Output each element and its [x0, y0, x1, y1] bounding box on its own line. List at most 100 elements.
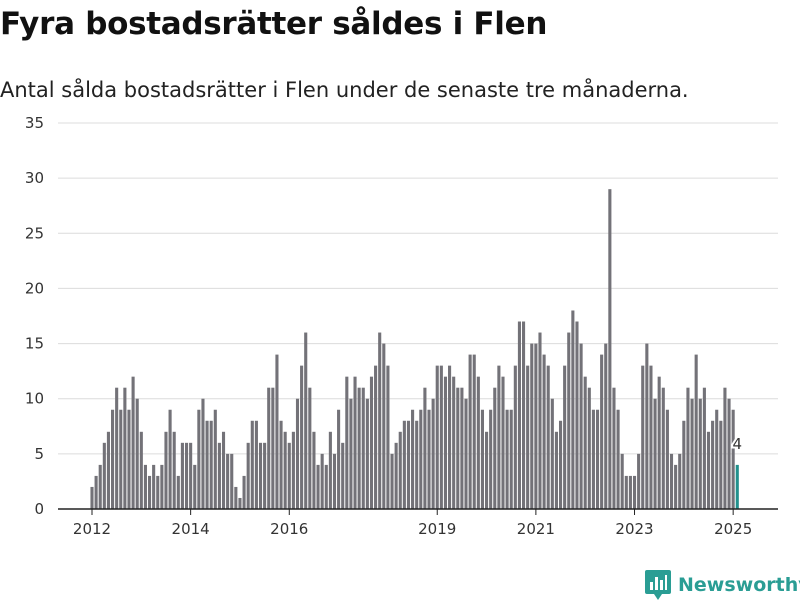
bar — [111, 409, 115, 509]
bar — [431, 398, 435, 509]
bar — [657, 376, 661, 509]
bar — [645, 343, 649, 509]
bar — [448, 365, 452, 509]
bar — [402, 420, 406, 509]
bar — [513, 365, 517, 509]
bar — [295, 398, 300, 509]
bar — [497, 365, 501, 509]
bar — [258, 442, 263, 509]
bar — [661, 387, 665, 509]
bar — [189, 442, 193, 509]
bar — [324, 464, 328, 509]
bars — [90, 189, 739, 510]
bar — [505, 409, 509, 509]
bar — [221, 431, 226, 509]
bar — [468, 354, 472, 509]
y-tick-label: 10 — [25, 390, 44, 408]
bar — [715, 409, 719, 509]
x-tick-label: 2025 — [714, 520, 752, 538]
bar — [702, 387, 706, 509]
bar — [234, 486, 238, 509]
bar — [160, 464, 164, 509]
brand-name: Newsworthy — [678, 574, 800, 596]
bar — [226, 453, 230, 509]
bar — [443, 376, 448, 509]
bar — [291, 431, 295, 509]
bar — [558, 420, 563, 509]
bar — [304, 332, 308, 509]
bar — [156, 475, 160, 509]
bar — [254, 420, 258, 509]
bar — [571, 310, 575, 509]
x-tick-label: 2019 — [418, 520, 456, 538]
bar — [390, 453, 394, 509]
bar — [205, 420, 209, 509]
bar — [731, 409, 735, 509]
y-axis-ticks: 0 5 10 15 20 25 30 35 — [25, 114, 44, 518]
bar — [620, 453, 624, 509]
bar — [727, 398, 731, 509]
bar — [452, 376, 456, 509]
bar — [152, 464, 156, 509]
bar — [595, 409, 600, 509]
bar — [641, 365, 645, 509]
bar — [143, 464, 147, 509]
bar — [123, 387, 127, 509]
bar — [723, 387, 727, 509]
bar — [242, 475, 246, 509]
bar — [480, 409, 484, 509]
bar — [349, 398, 353, 509]
bar — [542, 354, 546, 509]
bar — [538, 332, 542, 509]
bar — [106, 431, 110, 509]
bar — [411, 409, 415, 509]
newsworthy-logo-icon — [645, 570, 671, 600]
bar — [604, 343, 608, 509]
bar — [369, 376, 374, 509]
bar — [287, 442, 291, 509]
bar — [460, 387, 464, 509]
bar — [250, 420, 254, 509]
bar — [669, 453, 674, 509]
bar — [263, 442, 267, 509]
bar — [591, 409, 595, 509]
chart-subtitle: Antal sålda bostadsrätter i Flen under d… — [0, 78, 689, 102]
bar — [357, 387, 361, 509]
bar — [489, 409, 493, 509]
bar — [127, 409, 131, 509]
newsworthy-logo[interactable]: Newsworthy — [645, 570, 800, 600]
bar — [694, 354, 698, 509]
bar — [386, 365, 390, 509]
x-tick-label: 2014 — [172, 520, 210, 538]
bar — [546, 365, 550, 509]
bar — [94, 475, 98, 509]
last-value-label: 4 — [732, 435, 742, 453]
x-tick-label: 2012 — [73, 520, 111, 538]
bar — [238, 497, 242, 509]
bar — [164, 431, 168, 509]
bar — [464, 398, 468, 509]
bar — [345, 376, 349, 509]
bar — [147, 475, 152, 509]
bar — [213, 409, 217, 509]
bar — [493, 387, 497, 509]
bar — [283, 431, 287, 509]
bar — [690, 398, 694, 509]
bar — [168, 409, 172, 509]
bar — [653, 398, 657, 509]
bar — [139, 431, 143, 509]
bar — [485, 431, 489, 509]
bar — [439, 365, 443, 509]
bar — [246, 442, 250, 509]
bar — [534, 343, 538, 509]
bar — [554, 431, 558, 509]
bar — [275, 354, 279, 509]
bar — [678, 453, 682, 509]
bar — [456, 387, 460, 509]
bar — [176, 475, 180, 509]
y-tick-label: 0 — [34, 500, 44, 518]
bar — [509, 409, 513, 509]
bar — [184, 442, 189, 509]
bar — [674, 464, 678, 509]
